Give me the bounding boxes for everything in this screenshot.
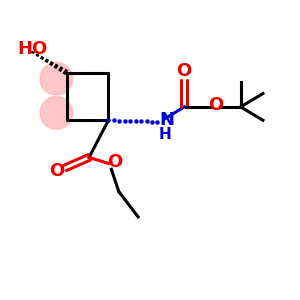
Text: O: O [208,96,223,114]
Circle shape [40,97,73,129]
Text: O: O [177,62,192,80]
Text: O: O [107,153,122,171]
Text: N: N [159,111,174,129]
Text: HO: HO [18,40,48,58]
Circle shape [40,62,73,95]
Text: O: O [49,162,64,180]
Text: H: H [159,127,172,142]
